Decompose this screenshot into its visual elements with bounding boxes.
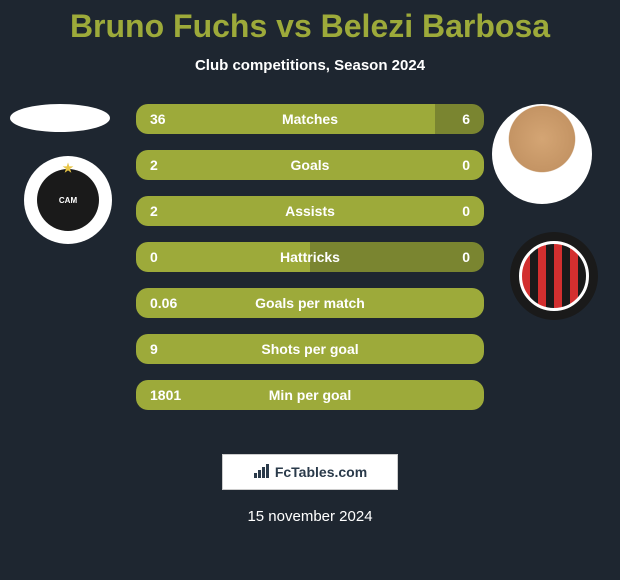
- date-text: 15 november 2024: [0, 508, 620, 525]
- stat-value-right: 0: [462, 157, 470, 173]
- chart-icon: [253, 464, 271, 481]
- stripes-icon: [519, 241, 589, 311]
- stat-value-right: 6: [462, 111, 470, 127]
- club-logo-left: ★ CAM: [24, 156, 112, 244]
- stat-value-right: 0: [462, 203, 470, 219]
- stat-bar-right: [435, 104, 484, 134]
- brand-text: FcTables.com: [275, 464, 367, 480]
- star-icon: ★: [63, 161, 74, 175]
- player-avatar-right: [492, 104, 592, 204]
- stat-label: Matches: [282, 111, 338, 127]
- main-area: ★ CAM 36 6 Matches 2 0 Goals 2 0 Assists 0 0 Hattri…: [0, 104, 620, 444]
- club-abbr-left: CAM: [59, 196, 77, 205]
- comparison-title: Bruno Fuchs vs Belezi Barbosa: [0, 8, 620, 45]
- club-logo-right: [510, 232, 598, 320]
- player-avatar-left: [10, 104, 110, 132]
- stat-row: 2 0 Goals: [136, 150, 484, 180]
- stat-label: Hattricks: [280, 249, 340, 265]
- stat-value-left: 2: [150, 203, 158, 219]
- stat-value-left: 9: [150, 341, 158, 357]
- stat-label: Min per goal: [269, 387, 351, 403]
- stat-label: Shots per goal: [261, 341, 358, 357]
- stat-value-left: 0.06: [150, 295, 177, 311]
- stat-row: 2 0 Assists: [136, 196, 484, 226]
- stat-label: Assists: [285, 203, 335, 219]
- stat-value-left: 36: [150, 111, 166, 127]
- brand-badge: FcTables.com: [222, 454, 398, 490]
- stat-row: 0.06 Goals per match: [136, 288, 484, 318]
- subtitle: Club competitions, Season 2024: [0, 57, 620, 74]
- stat-row: 36 6 Matches: [136, 104, 484, 134]
- infographic-container: Bruno Fuchs vs Belezi Barbosa Club compe…: [0, 0, 620, 580]
- stats-area: 36 6 Matches 2 0 Goals 2 0 Assists 0 0 Hattricks 0.0…: [136, 104, 484, 426]
- stat-label: Goals per match: [255, 295, 365, 311]
- stat-value-right: 0: [462, 249, 470, 265]
- shield-icon: ★ CAM: [37, 169, 99, 231]
- stat-value-left: 1801: [150, 387, 181, 403]
- stat-value-left: 0: [150, 249, 158, 265]
- stat-value-left: 2: [150, 157, 158, 173]
- stat-row: 9 Shots per goal: [136, 334, 484, 364]
- stat-label: Goals: [291, 157, 330, 173]
- stat-row: 1801 Min per goal: [136, 380, 484, 410]
- stat-row: 0 0 Hattricks: [136, 242, 484, 272]
